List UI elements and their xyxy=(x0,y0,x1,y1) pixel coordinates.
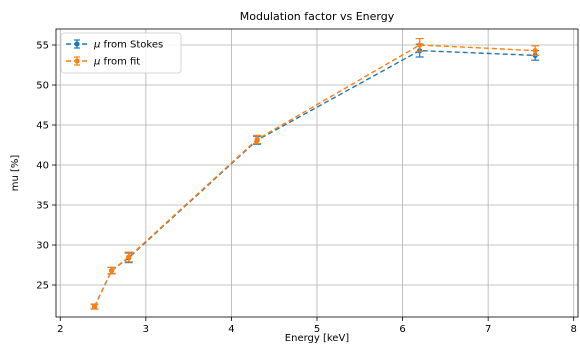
x-tick-label: 2 xyxy=(57,324,63,335)
legend-item-0: μ from Stokes xyxy=(66,39,163,51)
x-tick-label: 6 xyxy=(399,324,405,335)
legend-label-symbol: μ xyxy=(93,57,100,68)
legend-box xyxy=(60,32,182,74)
x-tick-label: 7 xyxy=(485,324,491,335)
y-tick-label: 35 xyxy=(36,201,49,212)
y-tick-label: 40 xyxy=(36,161,49,172)
series-1 xyxy=(90,37,540,310)
legend-label-text: from Stokes xyxy=(100,40,163,51)
x-tick-label: 4 xyxy=(228,324,234,335)
series-line xyxy=(93,44,536,307)
data-point xyxy=(254,136,260,142)
series-line xyxy=(93,49,536,307)
series-0 xyxy=(90,43,540,310)
legend-marker xyxy=(74,58,80,64)
series-layer xyxy=(90,37,540,310)
chart-title: Modulation factor vs Energy xyxy=(240,10,395,23)
data-point xyxy=(91,304,98,310)
y-axis-label: mu [%] xyxy=(10,155,21,192)
x-tick-label: 8 xyxy=(571,324,577,335)
legend-label: μ from fit xyxy=(93,57,140,68)
legend-item-1: μ from fit xyxy=(66,56,140,68)
x-axis-label: Energy [keV] xyxy=(285,333,350,344)
x-tick-label: 5 xyxy=(314,324,320,335)
data-point xyxy=(532,48,538,54)
grid xyxy=(56,29,578,317)
y-tick-label: 45 xyxy=(36,121,49,132)
legend-label: μ from Stokes xyxy=(93,40,163,51)
y-tick-label: 55 xyxy=(36,41,49,52)
data-point xyxy=(417,42,423,48)
legend-label-text: from fit xyxy=(100,57,140,68)
legend-marker xyxy=(74,41,80,47)
data-point xyxy=(109,268,115,274)
y-tick-label: 50 xyxy=(36,81,49,92)
x-tick-label: 3 xyxy=(143,324,149,335)
legend-label-symbol: μ xyxy=(93,40,100,51)
data-point xyxy=(126,254,132,260)
y-tick-label: 30 xyxy=(36,241,49,252)
y-tick-label: 25 xyxy=(36,281,49,292)
